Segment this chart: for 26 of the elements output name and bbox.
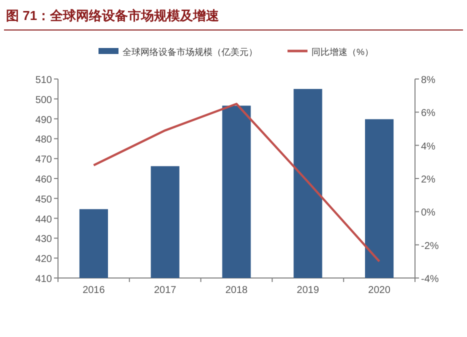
y2-tick-label: -4% <box>421 274 439 285</box>
chart-title: 图 71：全球网络设备市场规模及增速 <box>6 8 220 23</box>
y-tick-label: 420 <box>35 254 52 266</box>
x-tick-label: 2019 <box>296 285 320 296</box>
y-tick-label: 440 <box>35 214 52 226</box>
y-tick-label: 470 <box>35 154 52 166</box>
y-tick-label: 430 <box>35 234 52 246</box>
y2-tick-label: 8% <box>421 75 436 86</box>
y-tick-label: 480 <box>35 134 52 146</box>
y2-tick-label: 6% <box>421 108 436 120</box>
y-tick-label: 410 <box>35 274 52 285</box>
x-tick-label: 2016 <box>82 285 106 296</box>
y-tick-label: 490 <box>35 114 52 126</box>
x-tick-label: 2018 <box>225 285 248 296</box>
y2-tick-label: 4% <box>421 141 436 152</box>
legend-label: 全球网络设备市场规模（亿美元） <box>122 47 258 57</box>
y2-tick-label: 2% <box>421 174 436 186</box>
y-tick-label: 450 <box>35 194 52 206</box>
x-tick-label: 2017 <box>154 285 177 296</box>
legend-label: 同比增速（%） <box>312 47 374 57</box>
y-tick-label: 500 <box>35 94 52 106</box>
y-tick-label: 510 <box>35 75 52 86</box>
x-tick-label: 2020 <box>368 285 391 296</box>
y-tick-label: 460 <box>35 174 52 186</box>
y2-tick-label: 0% <box>421 208 436 219</box>
y2-tick-label: -2% <box>421 240 439 252</box>
